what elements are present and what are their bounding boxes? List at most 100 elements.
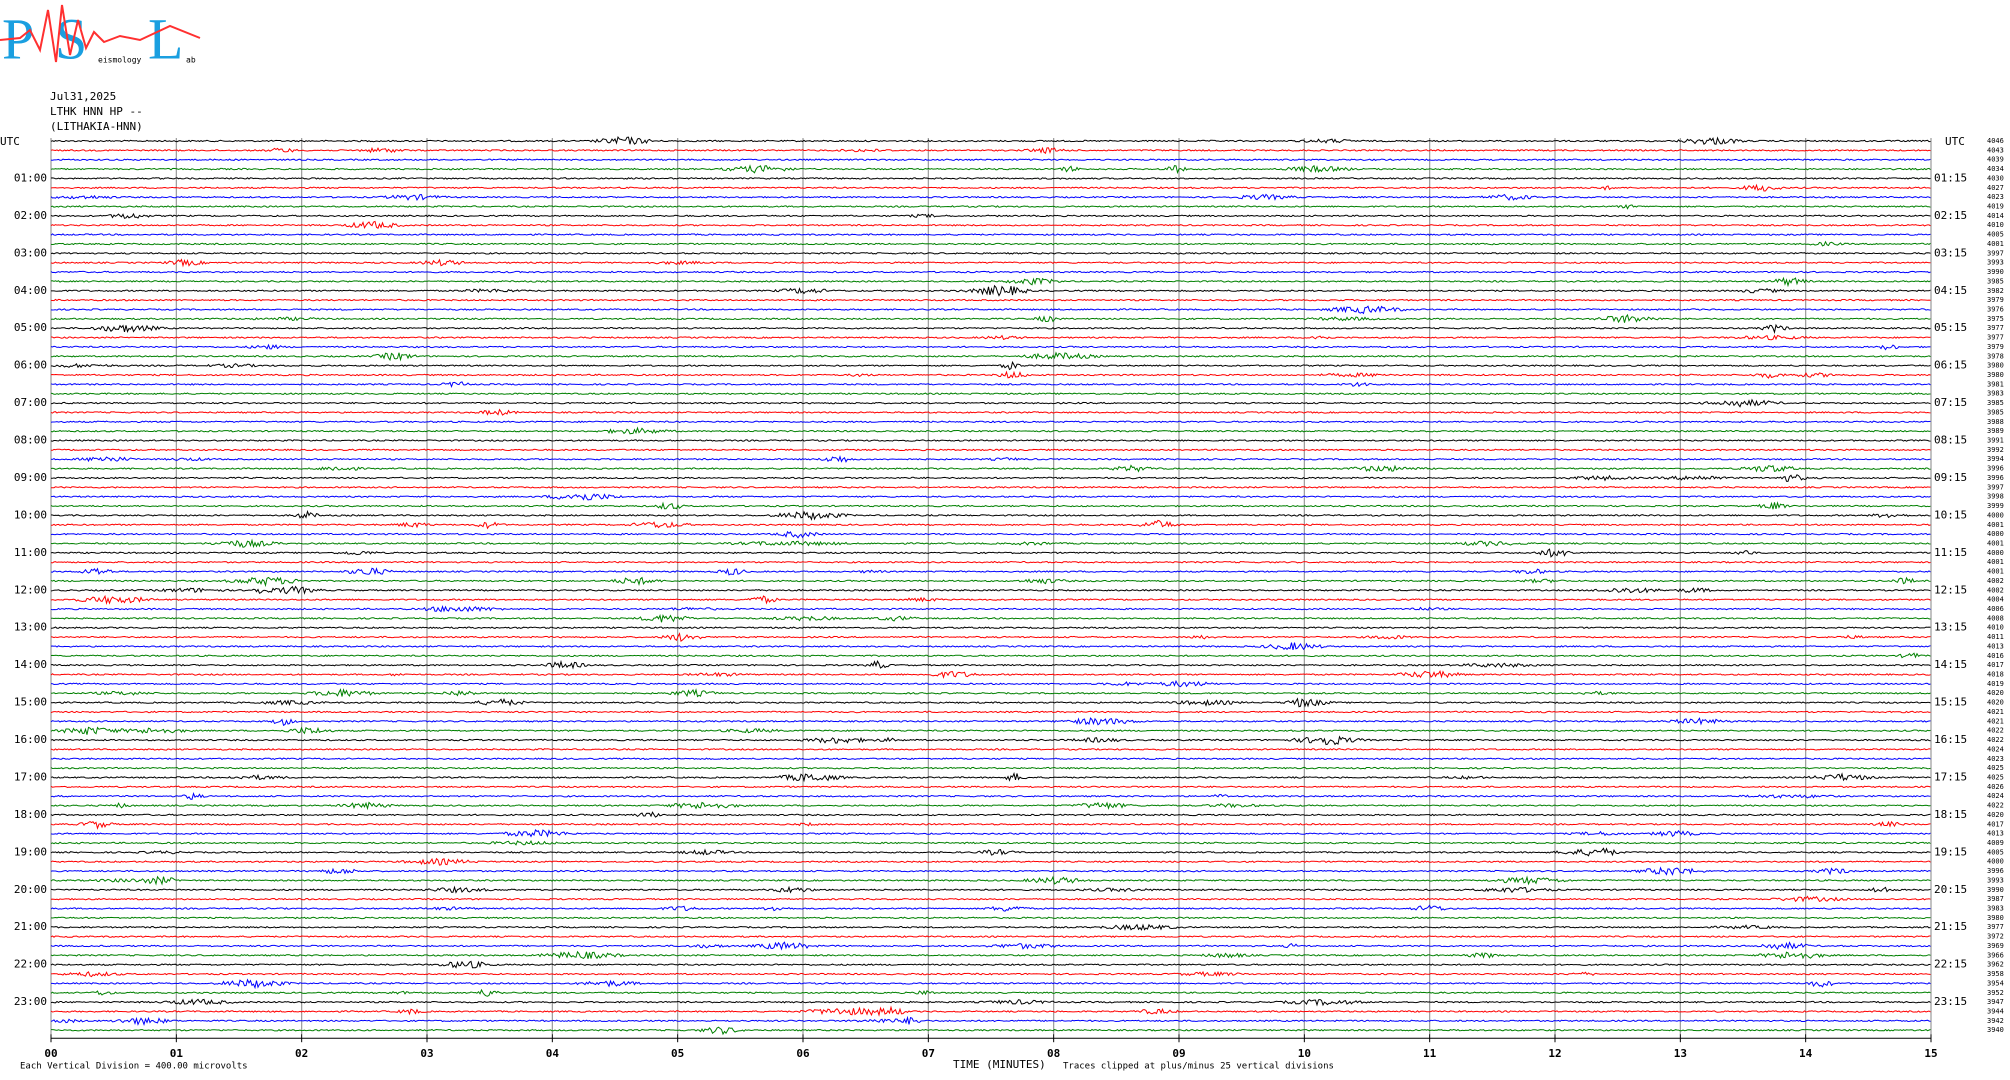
trace [50,220,1931,230]
hour-label-right: 13:15 [1934,621,1967,634]
trace [50,313,1931,324]
trace [50,439,1931,442]
trace-number: 4004 [1987,596,2004,604]
trace [50,632,1931,642]
hour-label-left: 02:00 [14,209,47,222]
trace-number: 3966 [1987,951,2004,959]
trace-number: 3990 [1987,886,2004,894]
trace-number: 4000 [1987,530,2004,538]
trace-number: 3999 [1987,502,2004,510]
trace-number: 4027 [1987,184,2004,192]
hour-label-left: 18:00 [14,808,47,821]
hour-label-right: 10:15 [1934,508,1967,521]
hour-label-right: 22:15 [1934,958,1967,971]
trace [50,772,1931,783]
hour-label-left: 03:00 [14,246,47,259]
trace-number: 4023 [1987,755,2004,763]
trace-number: 3985 [1987,408,2004,416]
trace [50,866,1931,876]
trace-number: 3993 [1987,259,2004,267]
hour-label-right: 03:15 [1934,246,1967,259]
hour-label-left: 01:00 [14,171,47,184]
trace [50,916,1931,920]
hour-label-left: 12:00 [14,583,47,596]
footer-right: Traces clipped at plus/minus 25 vertical… [1063,1062,1334,1072]
trace-number: 3940 [1987,1026,2004,1034]
trace [51,923,1931,931]
trace [50,464,1931,473]
x-tick-label: 00 [44,1047,57,1060]
hour-label-right: 06:15 [1934,359,1967,372]
trace-number: 4005 [1987,848,2004,856]
trace [50,828,1931,838]
trace-number: 4008 [1987,614,2004,622]
x-tick-label: 11 [1423,1047,1437,1060]
trace-number: 4025 [1987,773,2004,781]
trace [50,626,1931,630]
trace-number: 4022 [1987,727,2004,735]
trace [50,875,1931,886]
trace-number: 3952 [1987,989,2004,997]
x-tick-label: 10 [1298,1047,1311,1060]
trace-number: 3972 [1987,933,2004,941]
trace-number: 4021 [1987,708,2004,716]
trace [50,885,1931,894]
x-axis-title: TIME (MINUTES) [953,1058,1046,1071]
trace [50,426,1931,435]
trace-number: 4014 [1987,212,2004,220]
hour-label-left: 20:00 [14,883,47,896]
trace [50,998,1931,1007]
trace-number: 4009 [1987,839,2004,847]
hour-label-left: 10:00 [14,508,47,521]
trace [50,576,1931,588]
trace-number: 4024 [1987,792,2004,800]
x-tick-label: 05 [671,1047,684,1060]
x-tick-label: 01 [170,1047,184,1060]
trace-number: 3991 [1987,437,2004,445]
trace [50,748,1931,751]
trace-number: 4017 [1987,820,2004,828]
trace-number: 3962 [1987,961,2004,969]
trace [50,567,1931,576]
trace-number: 4011 [1987,633,2004,641]
station: LTHK HNN HP -- [50,105,143,118]
hour-label-left: 04:00 [14,284,47,297]
trace [50,857,1931,866]
trace-number: 3987 [1987,895,2004,903]
trace [50,585,1931,595]
trace-number: 4039 [1987,156,2004,164]
trace [50,950,1931,960]
trace-number: 3981 [1987,380,2004,388]
utc-left: UTC [0,135,20,148]
trace [50,792,1931,800]
hour-label-left: 21:00 [14,920,47,933]
trace-number: 4000 [1987,549,2004,557]
trace [50,726,1931,735]
trace [51,284,1931,297]
trace-number: 3985 [1987,277,2004,285]
trace [50,146,1931,154]
trace [50,343,1931,351]
trace-number: 4002 [1987,586,2004,594]
trace [50,941,1931,951]
trace [50,323,1931,335]
hour-label-right: 18:15 [1934,808,1967,821]
trace-number: 4022 [1987,802,2004,810]
trace [50,970,1931,978]
trace-number: 3958 [1987,970,2004,978]
logo: P S L eismology ab [0,4,201,71]
trace [50,493,1931,501]
trace-number: 3980 [1987,362,2004,370]
trace-number: 3985 [1987,399,2004,407]
trace [50,334,1931,341]
trace [50,904,1931,912]
trace [50,652,1931,659]
traces [50,135,1931,1036]
logo-letter: L [148,6,183,71]
trace-number: 3996 [1987,474,2004,482]
trace [50,204,1931,210]
trace-number: 3969 [1987,942,2004,950]
trace [50,688,1931,698]
trace-number: 3988 [1987,418,2004,426]
trace-number: 3980 [1987,914,2004,922]
